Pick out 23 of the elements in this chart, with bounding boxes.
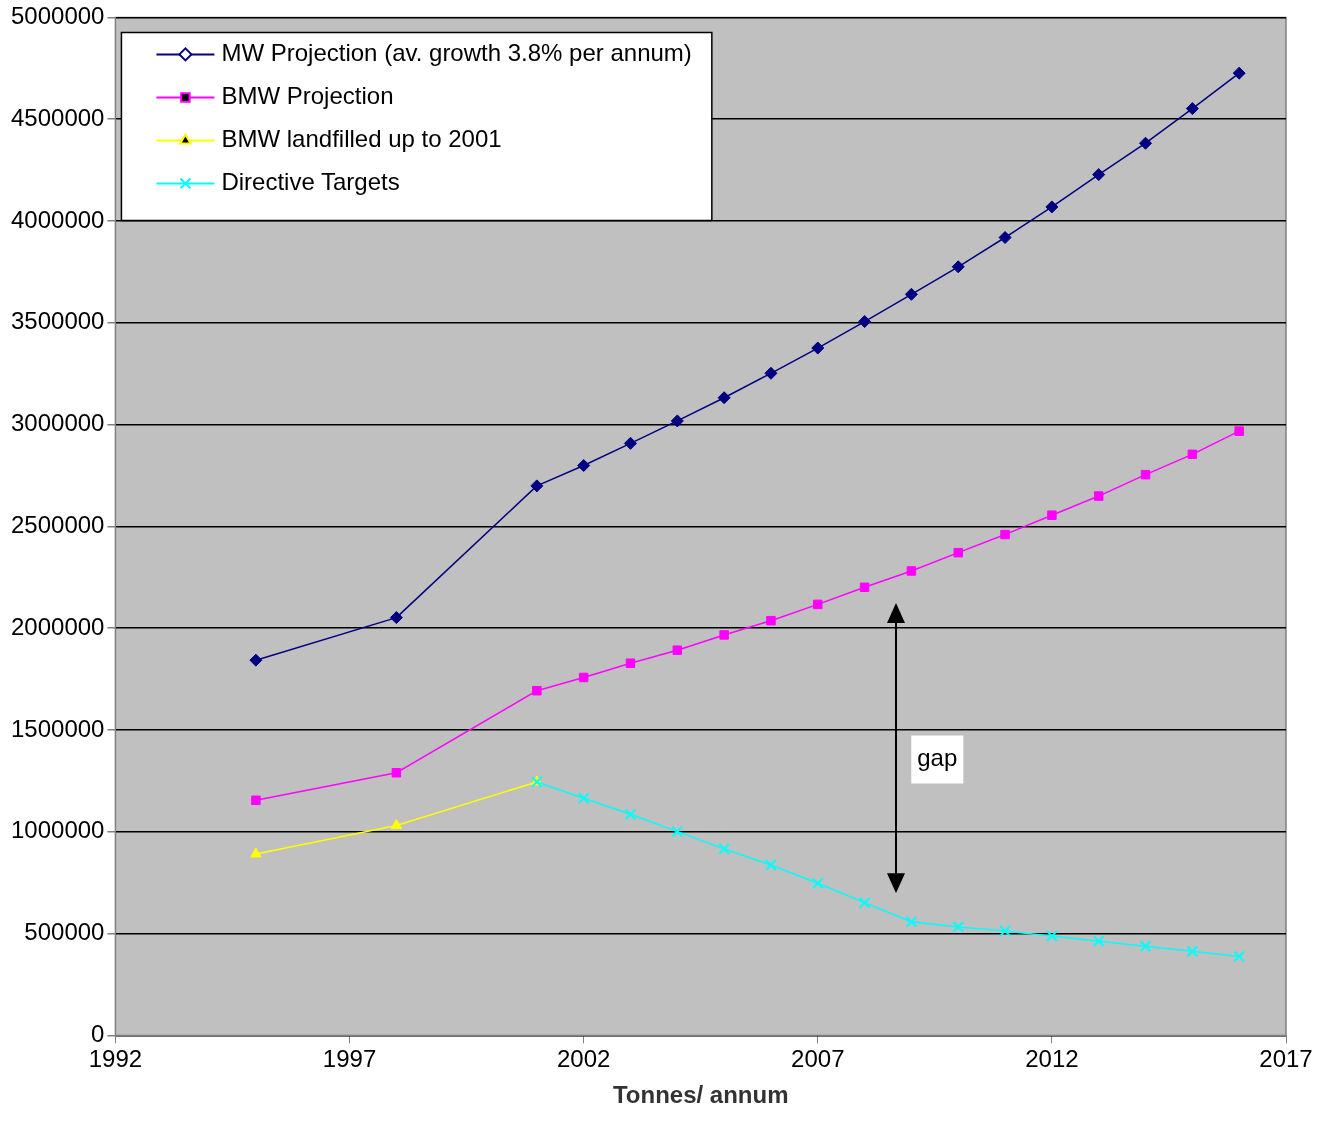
y-tick-label: 1000000 xyxy=(11,816,105,844)
legend-label: BMW landfilled up to 2001 xyxy=(221,125,502,153)
legend-label: Directive Targets xyxy=(221,168,400,196)
x-axis-title: Tonnes/ annum xyxy=(612,1081,789,1109)
annotation: gap xyxy=(917,744,958,772)
x-tick-label: 1992 xyxy=(88,1045,143,1073)
y-tick-label: 4500000 xyxy=(11,103,105,131)
y-tick-label: 4000000 xyxy=(11,205,105,233)
y-tick-label: 3500000 xyxy=(11,307,105,335)
y-tick-label: 3000000 xyxy=(11,409,105,437)
x-tick-label: 2017 xyxy=(1259,1045,1313,1073)
x-tick-label: 2002 xyxy=(556,1045,611,1073)
legend-label: BMW Projection xyxy=(221,82,394,110)
y-tick-label: 1500000 xyxy=(11,714,105,742)
legend-label: MW Projection (av. growth 3.8% per annum) xyxy=(221,39,692,67)
x-tick-label: 1997 xyxy=(322,1045,377,1073)
y-tick-label: 0 xyxy=(91,1020,105,1048)
y-tick-label: 500000 xyxy=(24,918,105,946)
y-tick-label: 2000000 xyxy=(11,612,105,640)
x-tick-label: 2007 xyxy=(791,1045,845,1073)
y-tick-label: 5000000 xyxy=(11,2,105,30)
y-tick-label: 2500000 xyxy=(11,511,105,539)
x-tick-label: 2012 xyxy=(1025,1045,1079,1073)
